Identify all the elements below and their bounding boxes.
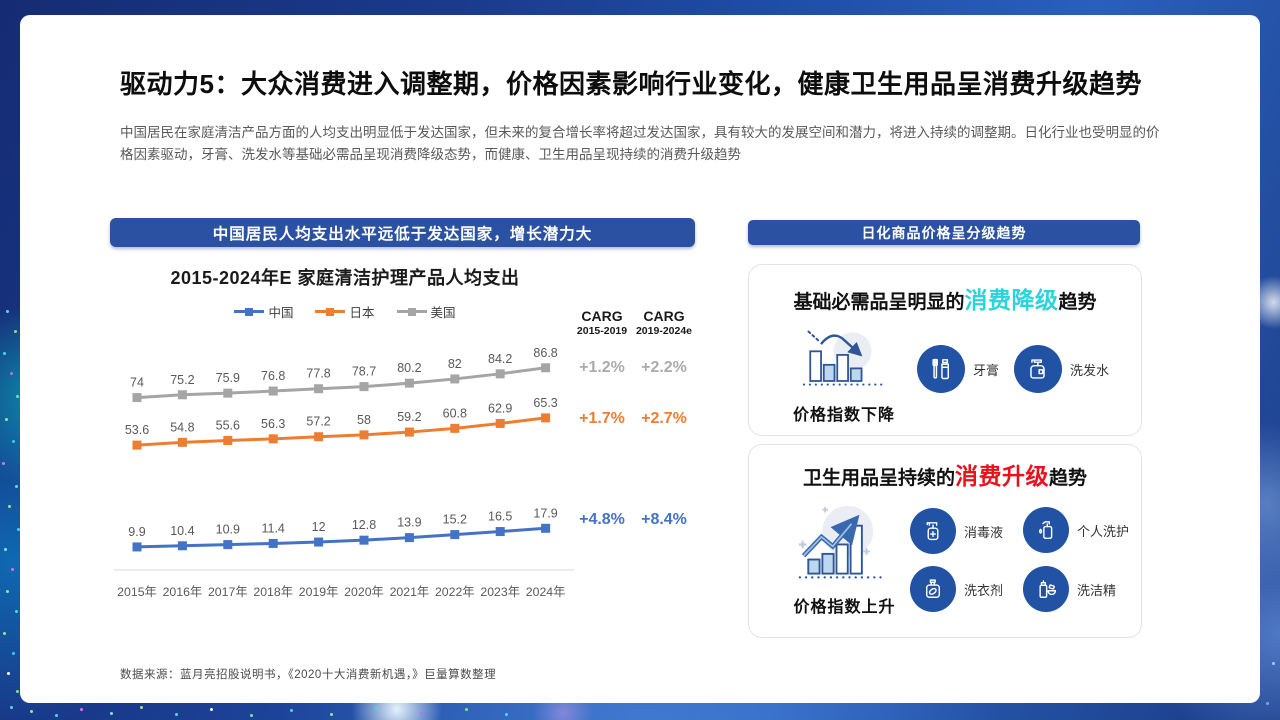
svg-text:80.2: 80.2 [397,361,421,375]
svg-text:2024年: 2024年 [526,585,566,599]
downgrade-card: 基础必需品呈明显的 消费降级 趋势 价格指数下降 [748,264,1142,436]
legend-item-japan: 日本 [315,302,375,321]
svg-text:2022年: 2022年 [435,585,475,599]
line-marker-icon [315,307,346,316]
svg-text:2015年: 2015年 [117,585,157,599]
svg-text:75.9: 75.9 [216,371,240,385]
svg-text:62.9: 62.9 [488,401,512,415]
carg-header: CARG 2015-2019 CARG 2019-2024e [573,308,697,337]
product-label: 消毒液 [964,524,1004,540]
right-section-banner: 日化商品价格呈分级趋势 [748,220,1140,245]
product-label: 个人洗护 [1077,523,1130,539]
product-label: 洗洁精 [1077,582,1117,598]
product-label: 洗发水 [1070,362,1110,378]
slide-card: 驱动力5：大众消费进入调整期，价格因素影响行业变化，健康卫生用品呈消费升级趋势 … [20,15,1260,703]
particle-dots-decoration [0,0,3,3]
dish-soap-icon [1023,566,1069,612]
svg-text:84.2: 84.2 [488,352,512,366]
laundry-detergent-icon [910,566,956,612]
carg-col-2: CARG 2019-2024e [635,308,693,337]
svg-text:86.8: 86.8 [533,346,557,360]
svg-text:56.3: 56.3 [261,417,285,431]
spending-line-chart: 2015年 2016年 2017年 2018年 2019年 2020年 2021年 2022年… [114,346,574,599]
legend-item-usa: 美国 [396,302,456,321]
svg-text:9.9: 9.9 [128,525,145,539]
svg-text:2018年: 2018年 [253,585,293,599]
left-section-banner: 中国居民人均支出水平远低于发达国家，增长潜力大 [110,218,695,247]
product-item-shampoo: 洗发水 [1014,345,1109,393]
svg-text:78.7: 78.7 [352,365,376,379]
line-marker-icon [396,307,427,316]
svg-text:2017年: 2017年 [208,585,248,599]
svg-text:59.2: 59.2 [397,410,421,424]
disinfectant-icon [910,508,956,554]
carg-col-1: CARG 2015-2019 [576,308,628,337]
svg-text:12.8: 12.8 [352,518,376,532]
svg-text:16.5: 16.5 [488,510,512,524]
price-index-up-label: 价格指数上升 [793,599,896,616]
upgrade-card-title: 卫生用品呈持续的 消费升级 趋势 [749,457,1141,491]
legend-label: 日本 [349,306,375,320]
svg-text:2016年: 2016年 [163,585,203,599]
product-item-toothpaste: 牙膏 [917,345,999,393]
product-item-disinfectant: 消毒液 [910,508,1003,554]
line-marker-icon [234,307,265,316]
legend-item-china: 中国 [234,302,293,321]
product-item-laundry: 洗衣剂 [910,566,1003,612]
personal-care-icon [1023,507,1069,553]
price-index-down-label: 价格指数下降 [792,407,895,424]
chart-title: 2015-2024年E 家庭清洁护理产品人均支出 [170,268,520,288]
svg-text:11.4: 11.4 [261,521,284,535]
svg-text:74: 74 [130,376,144,390]
svg-text:2021年: 2021年 [390,585,430,599]
downgrade-card-title: 基础必需品呈明显的 消费降级 趋势 [749,281,1141,315]
svg-text:10.4: 10.4 [170,524,194,538]
chart-legend: 中国 日本 美国 [108,302,582,321]
price-index-up-icon [798,505,887,579]
upgrade-highlight: 消费升级 [955,463,1049,489]
svg-text:53.6: 53.6 [125,423,149,437]
slide-subtitle: 中国居民在家庭清洁产品方面的人均支出明显低于发达国家，但未来的复合增长率将超过发… [120,125,1160,163]
svg-text:76.8: 76.8 [261,369,285,383]
svg-text:82: 82 [448,357,462,371]
product-label: 洗衣剂 [964,582,1004,598]
upgrade-card: 卫生用品呈持续的 消费升级 趋势 [748,444,1142,638]
svg-text:13.9: 13.9 [397,516,421,530]
svg-text:2019年: 2019年 [299,585,339,599]
product-item-personal-care: 个人洗护 [1023,507,1129,553]
carg-row-usa: +1.2% +2.2% [579,359,687,376]
price-index-down-icon [802,330,884,386]
page-title: 驱动力5：大众消费进入调整期，价格因素影响行业变化，健康卫生用品呈消费升级趋势 [120,69,1142,99]
svg-text:15.2: 15.2 [443,513,467,527]
svg-text:2020年: 2020年 [344,585,384,599]
carg-row-japan: +1.7% +2.7% [579,410,687,427]
carg-row-china: +4.8% +8.4% [579,511,687,528]
downgrade-highlight: 消费降级 [964,287,1059,313]
product-label: 牙膏 [973,362,1000,378]
svg-text:58: 58 [357,413,371,427]
svg-text:60.8: 60.8 [443,406,467,420]
data-source-note: 数据来源：蓝月亮招股说明书，《2020十大消费新机遇，》巨量算数整理 [120,669,497,681]
legend-label: 中国 [268,306,294,320]
toothpaste-icon [917,345,965,393]
svg-text:57.2: 57.2 [306,415,330,429]
shampoo-icon [1014,345,1062,393]
svg-text:55.6: 55.6 [216,418,240,432]
svg-text:12: 12 [312,520,326,534]
svg-text:2023年: 2023年 [480,585,520,599]
svg-text:75.2: 75.2 [170,373,194,387]
carg-table: CARG 2015-2019 CARG 2019-2024e +1.2% +2.… [573,308,703,548]
svg-text:77.8: 77.8 [306,367,330,381]
legend-label: 美国 [430,306,456,320]
svg-text:65.3: 65.3 [533,396,557,410]
svg-text:10.9: 10.9 [216,523,240,537]
svg-text:54.8: 54.8 [170,420,194,434]
svg-text:17.9: 17.9 [533,506,557,520]
product-item-dish-soap: 洗洁精 [1023,566,1116,612]
